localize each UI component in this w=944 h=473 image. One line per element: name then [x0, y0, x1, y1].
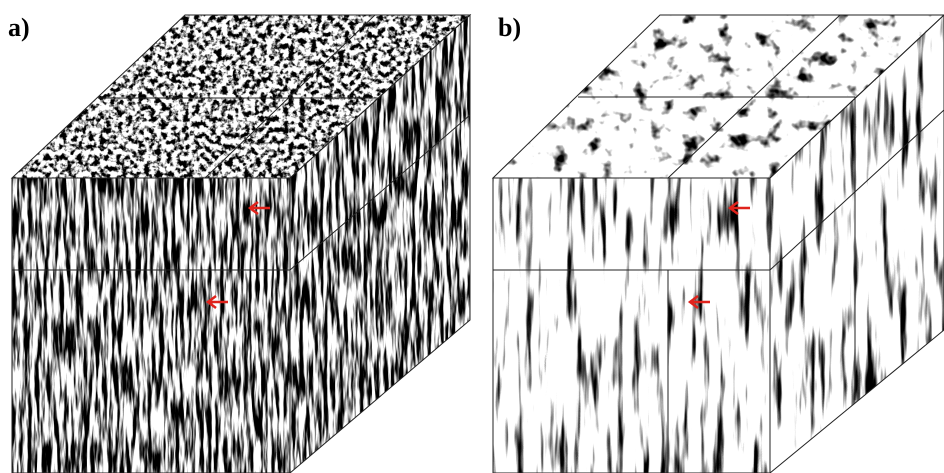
front-face	[493, 178, 770, 473]
cube-b	[493, 15, 944, 473]
cube-a	[12, 15, 470, 473]
front-face	[12, 178, 290, 473]
panel-label: b)	[498, 13, 521, 42]
panel-label: a)	[8, 13, 30, 42]
figure: a) b)	[0, 0, 944, 473]
